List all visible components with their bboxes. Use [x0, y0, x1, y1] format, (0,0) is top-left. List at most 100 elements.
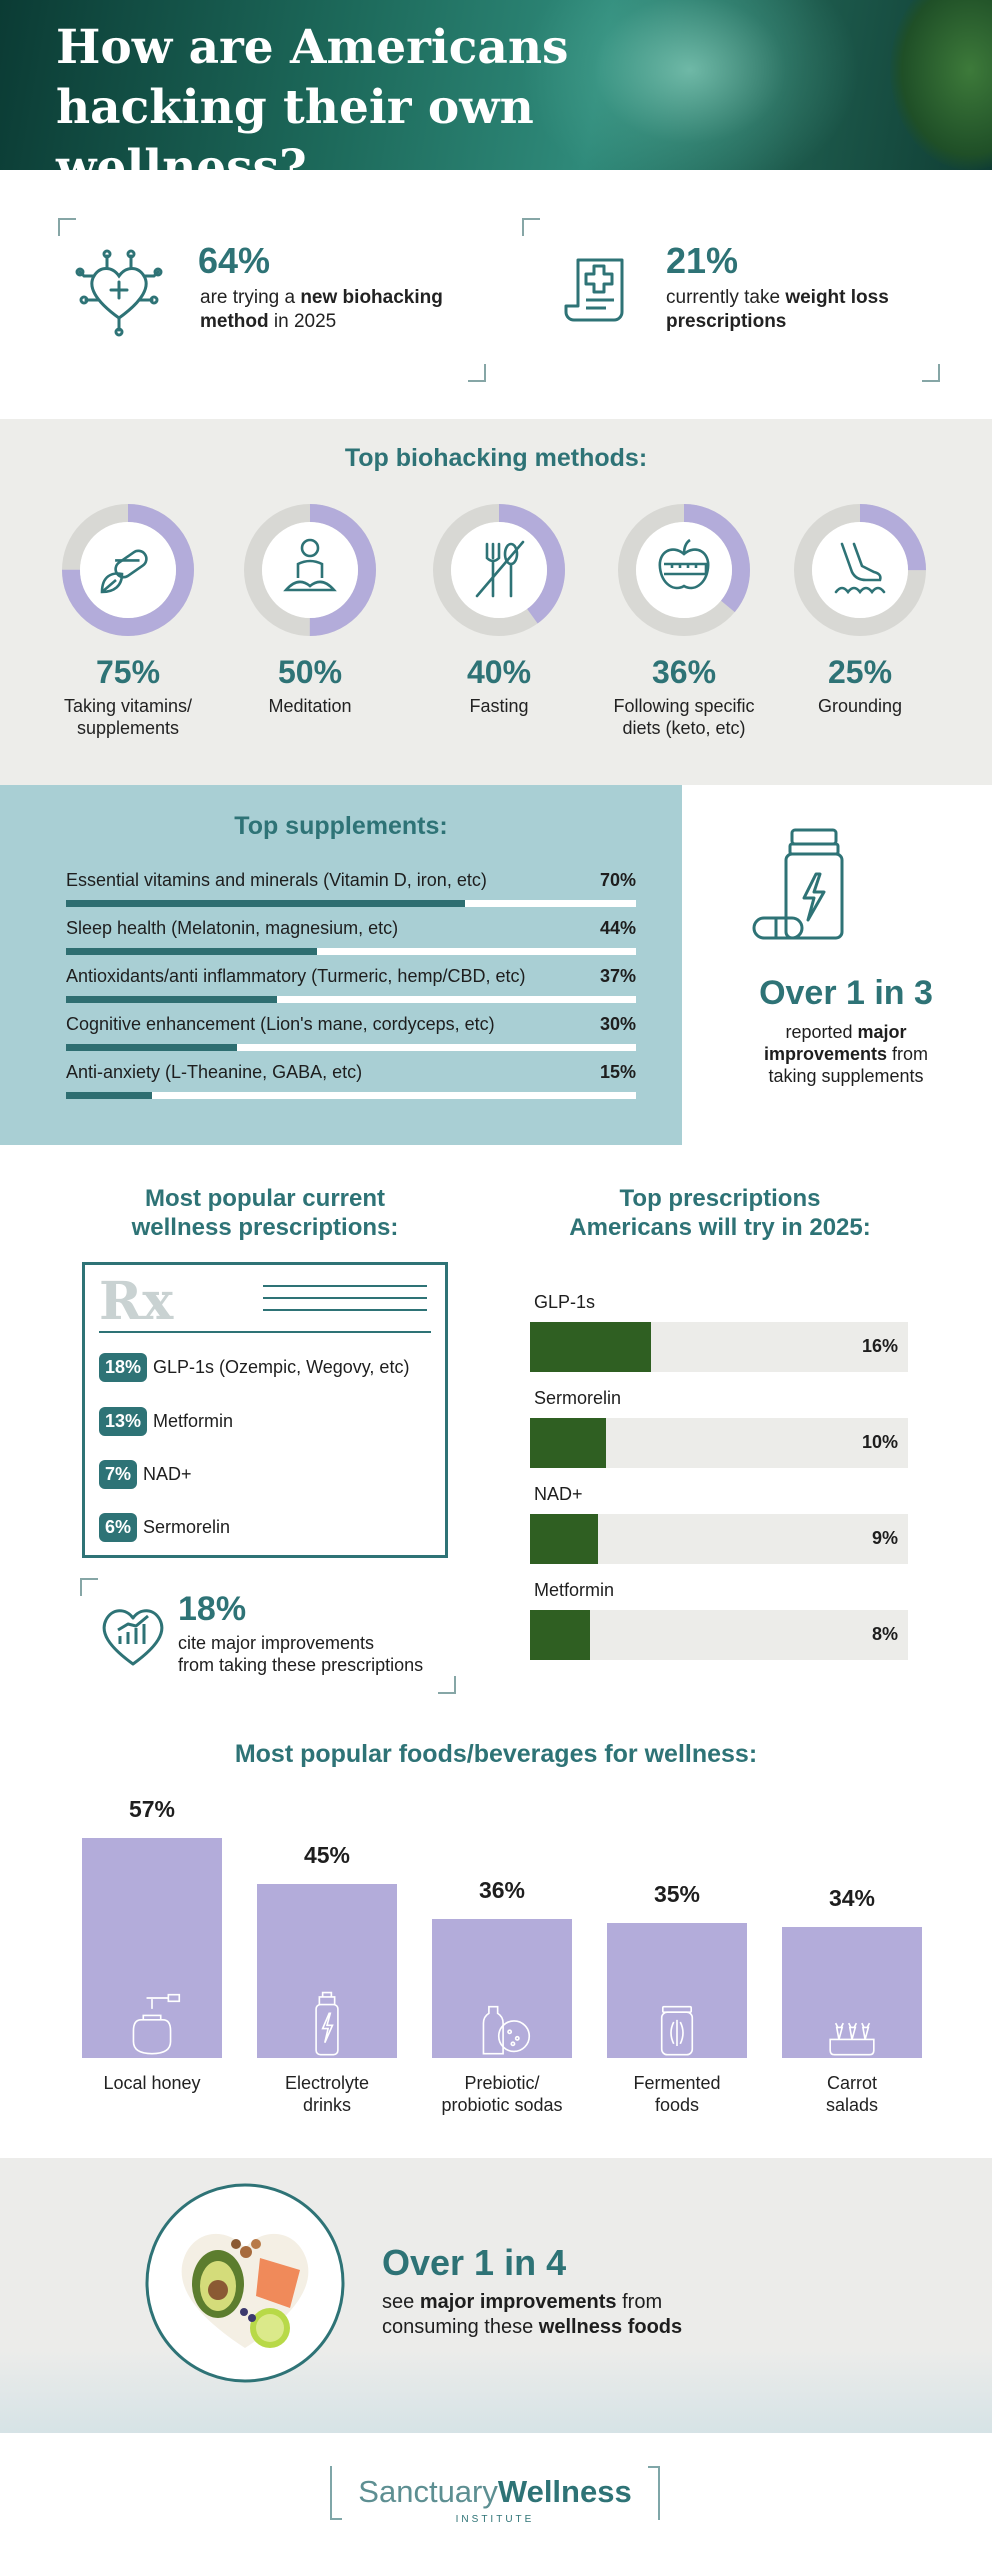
- corner-bracket: [468, 364, 486, 382]
- method-item: 40% Fasting: [409, 500, 589, 717]
- divider: [99, 1331, 431, 1333]
- supplement-label: Sleep health (Melatonin, magnesium, etc): [66, 918, 399, 938]
- corner-bracket: [438, 1676, 456, 1694]
- method-ring: [244, 504, 376, 636]
- ring-arc: [618, 504, 750, 636]
- supplement-bottle-icon: [752, 826, 862, 951]
- try-rx-value: 16%: [861, 1336, 898, 1356]
- supplement-bar: [66, 1092, 152, 1099]
- rx-callout-text: cite major improvements from taking thes…: [178, 1633, 424, 1675]
- heart-chart-icon: [96, 1600, 170, 1675]
- try-rx-row: GLP-1s 16%: [530, 1292, 910, 1372]
- supplement-value: 70%: [599, 870, 636, 890]
- method-label: Fasting: [469, 696, 529, 716]
- method-item: 36% Following specific diets (keto, etc): [594, 500, 774, 739]
- try-rx-label: Sermorelin: [534, 1388, 622, 1408]
- rx-item: 7% NAD+: [99, 1460, 192, 1490]
- ring-arc: [244, 504, 376, 636]
- try-rx-title: Top prescriptions Americans will try in …: [569, 1185, 871, 1241]
- supplement-row: Essential vitamins and minerals (Vitamin…: [66, 870, 636, 920]
- divider: [263, 1285, 427, 1287]
- rx-item: 6% Sermorelin: [99, 1513, 230, 1543]
- logo-subtitle: INSTITUTE: [455, 2514, 535, 2525]
- try-rx-track: [530, 1322, 908, 1372]
- method-ring: [618, 504, 750, 636]
- method-label: Taking vitamins/ supplements: [63, 696, 193, 738]
- soda-bottle-icon: [482, 2005, 531, 2055]
- carrot-bowl-icon: [829, 2022, 875, 2056]
- food-value: 35%: [653, 1880, 701, 1907]
- divider: [263, 1309, 427, 1311]
- rx-symbol: Rx: [99, 1271, 174, 1332]
- logo-wordmark: SanctuaryWellness: [358, 2474, 632, 2509]
- supplement-value: 37%: [599, 966, 636, 986]
- hero-banner: How are Americans hacking their own well…: [0, 0, 992, 170]
- rx-value-badge: 13%: [99, 1407, 148, 1436]
- try-rx-label: GLP-1s: [534, 1292, 596, 1312]
- sanctuary-wellness-logo: SanctuaryWellness INSTITUTE: [330, 2466, 660, 2530]
- page-title: How are Americans hacking their own well…: [56, 20, 569, 170]
- supplement-callout: Over 1 in 3 reported major improvements …: [700, 974, 992, 1087]
- method-ring: [794, 504, 926, 636]
- try-rx-row: NAD+ 9%: [530, 1484, 910, 1564]
- honey-jar-icon: [132, 1993, 181, 2055]
- logo-bracket: [330, 2466, 342, 2520]
- supplement-label: Anti-anxiety (L-Theanine, GABA, etc): [66, 1062, 363, 1082]
- supplement-value: 30%: [599, 1014, 636, 1034]
- bottom-text: see major improvements from consuming th…: [382, 2291, 683, 2338]
- food-bar: [257, 1884, 397, 2058]
- healthy-food-heart-image: [140, 2178, 350, 2393]
- section-title: Most popular foods/beverages for wellnes…: [234, 1740, 758, 1768]
- food-label: Local honey: [103, 2073, 201, 2093]
- food-bar: [782, 1926, 922, 2058]
- rx-value-badge: 6%: [99, 1513, 138, 1542]
- rx-value-badge: 18%: [99, 1353, 148, 1382]
- supplement-track: [66, 996, 636, 1003]
- method-value: 50%: [277, 654, 343, 690]
- logo-bracket: [648, 2466, 660, 2520]
- supplement-row: Antioxidants/anti inflammatory (Turmeric…: [66, 966, 636, 1016]
- try-rx-bar: [530, 1322, 651, 1372]
- supplement-track: [66, 1044, 636, 1051]
- method-value: 40%: [466, 654, 532, 690]
- bottom-headline: Over 1 in 4: [382, 2242, 567, 2283]
- try-rx-track: [530, 1610, 908, 1660]
- ring-arc: [794, 504, 926, 636]
- food-label: Electrolyte drinks: [284, 2073, 370, 2115]
- rx-item: 18% GLP-1s (Ozempic, Wegovy, etc): [99, 1353, 409, 1383]
- supplement-bar: [66, 948, 317, 955]
- food-label: Carrot salads: [825, 2073, 879, 2115]
- corner-bracket: [58, 218, 76, 236]
- method-ring: [433, 504, 565, 636]
- supplement-label: Essential vitamins and minerals (Vitamin…: [66, 870, 487, 890]
- method-label: Grounding: [817, 696, 903, 716]
- try-rx-value: 8%: [871, 1624, 898, 1644]
- rx-callout-value: 18%: [178, 1590, 247, 1628]
- section-title: Top biohacking methods:: [344, 444, 648, 472]
- callout-text: reported major improvements from taking …: [763, 1022, 929, 1086]
- prescription-card: Rx 18% GLP-1s (Ozempic, Wegovy, etc) 13% M…: [82, 1262, 448, 1558]
- try-rx-track: [530, 1418, 908, 1468]
- eye-glow-image: [520, 0, 860, 170]
- fork-spoon-crossed-icon: [475, 540, 525, 598]
- try-rx-value: 9%: [871, 1528, 898, 1548]
- supplements-section: Top supplements:: [0, 785, 682, 1145]
- try-rx-label: NAD+: [534, 1484, 583, 1504]
- prescription-scroll-icon: [564, 252, 640, 333]
- supplement-row: Anti-anxiety (L-Theanine, GABA, etc) 15%: [66, 1062, 636, 1112]
- current-rx-title: Most popular current wellness prescripti…: [131, 1185, 399, 1241]
- method-ring: [62, 504, 194, 636]
- try-rx-row: Sermorelin 10%: [530, 1388, 910, 1468]
- try-rx-bar: [530, 1418, 606, 1468]
- rx-label: Sermorelin: [143, 1517, 231, 1537]
- callout-headline: Over 1 in 3: [759, 974, 933, 1012]
- heart-circuit-icon: [72, 244, 166, 343]
- rx-label: GLP-1s (Ozempic, Wegovy, etc): [153, 1357, 410, 1377]
- supplement-label: Cognitive enhancement (Lion's mane, cord…: [66, 1014, 495, 1034]
- try-rx-row: Metformin 8%: [530, 1580, 910, 1660]
- food-value: 57%: [128, 1796, 176, 1822]
- try-rx-value: 10%: [861, 1432, 898, 1452]
- sports-bottle-icon: [315, 1991, 339, 2056]
- food-value: 36%: [478, 1877, 526, 1904]
- method-item: 50% Meditation: [220, 500, 400, 717]
